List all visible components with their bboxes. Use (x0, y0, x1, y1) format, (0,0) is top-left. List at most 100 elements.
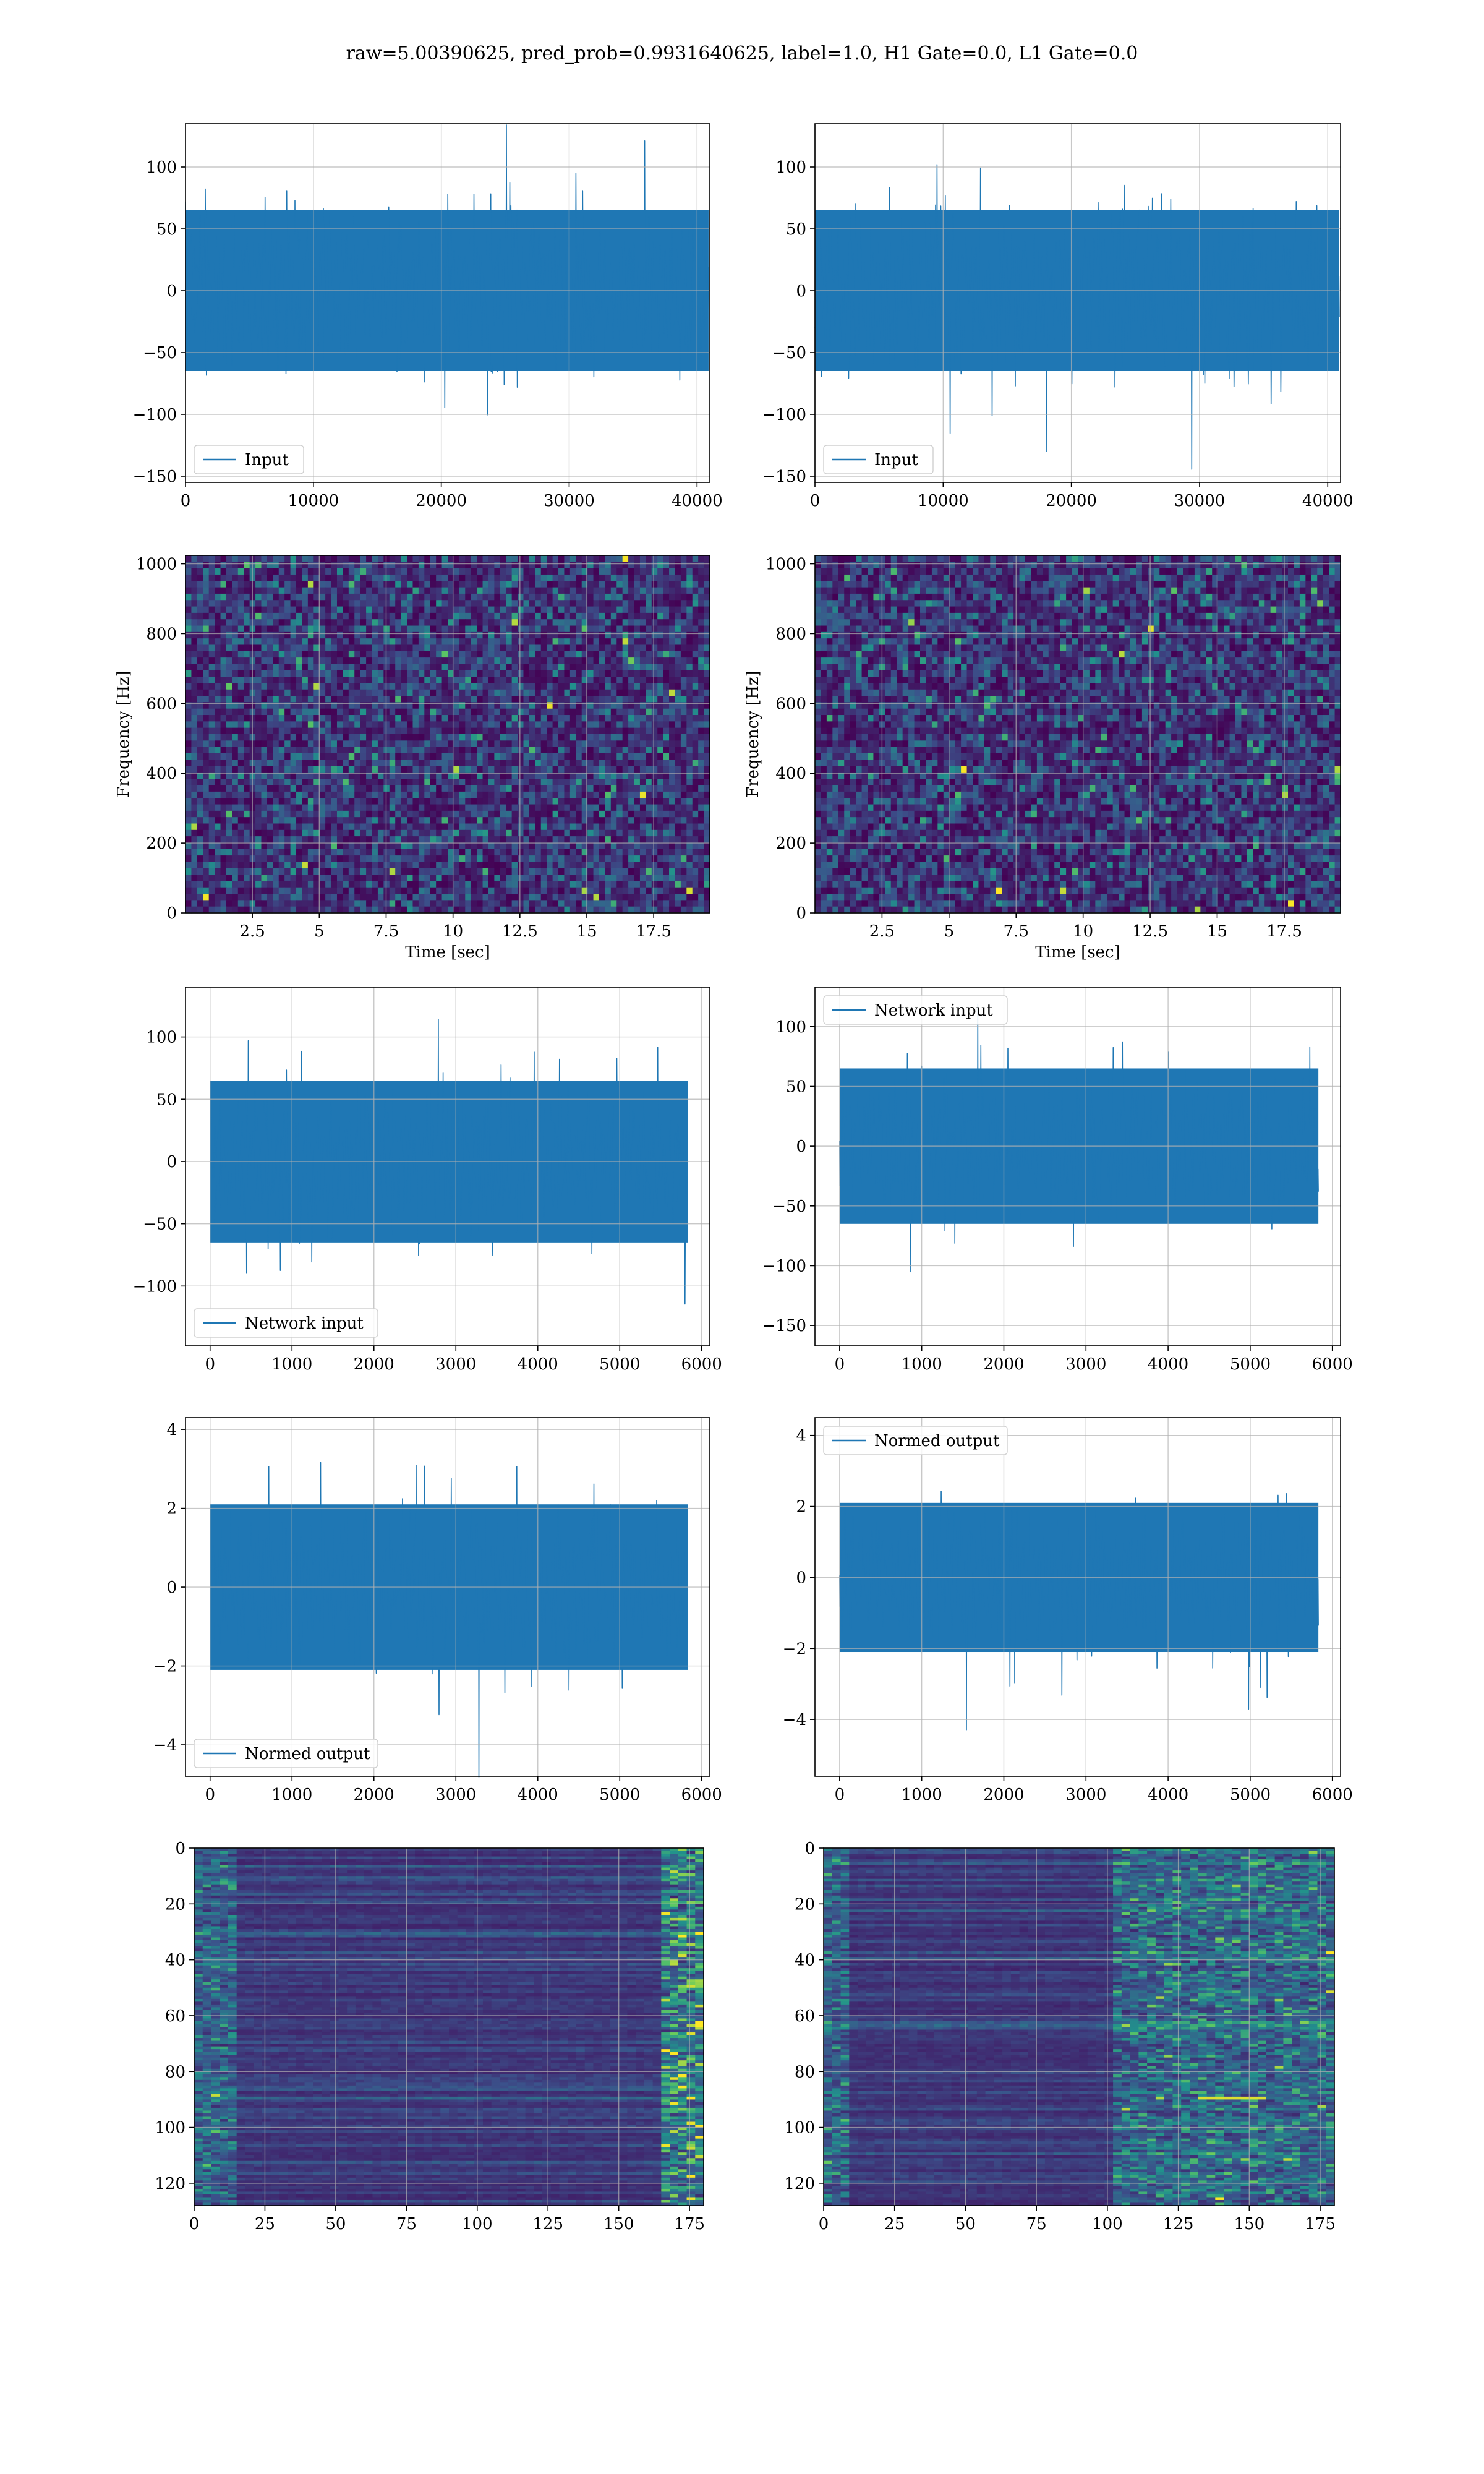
heat-cell (616, 613, 623, 620)
heat-cell (704, 613, 710, 620)
heat-cell (494, 785, 500, 792)
heat-cell (623, 690, 629, 696)
heat-cell (459, 881, 466, 888)
heat-cell (308, 594, 314, 601)
heat-cell (646, 817, 652, 824)
heat-cell (570, 881, 576, 888)
heat-cell (518, 670, 524, 677)
heat-cell (640, 836, 646, 843)
heat-cell (500, 785, 506, 792)
heat-cell (430, 575, 437, 581)
heat-cell (623, 798, 629, 805)
heat-cell (634, 619, 641, 626)
heat-cell (675, 811, 681, 818)
heat-cell (320, 555, 326, 562)
heat-cell (349, 696, 355, 703)
heat-cell (471, 849, 477, 856)
heat-cell (570, 588, 576, 594)
heat-cell (681, 849, 687, 856)
heat-cell (494, 594, 500, 601)
heat-cell (349, 645, 355, 652)
heat-cell (331, 805, 338, 811)
heat-cell (291, 696, 297, 703)
heat-cell (558, 836, 565, 843)
heat-cell (576, 811, 582, 818)
heat-cell (477, 581, 483, 588)
heat-cell (634, 842, 641, 849)
heat-cell (459, 766, 466, 773)
heat-cell (477, 868, 483, 875)
heat-cell (535, 875, 541, 881)
heat-cell (669, 824, 675, 831)
heat-cell (203, 696, 209, 703)
heat-cell (296, 888, 302, 894)
heat-cell (186, 811, 192, 818)
heat-cell (698, 670, 704, 677)
heat-cell (372, 824, 378, 831)
heat-cell (291, 792, 297, 798)
heat-cell (302, 638, 308, 645)
heat-cell (419, 581, 425, 588)
heat-cell (698, 798, 704, 805)
heat-cell (506, 664, 512, 670)
heat-cell (535, 888, 541, 894)
heat-cell (390, 842, 396, 849)
heat-cell (541, 664, 547, 670)
heat-cell (360, 594, 367, 601)
heat-cell (459, 785, 466, 792)
heat-cell (541, 690, 547, 696)
heat-cell (453, 862, 459, 868)
heat-cell (605, 875, 611, 881)
heat-cell (419, 632, 425, 639)
heat-cell (267, 638, 273, 645)
heat-cell (349, 849, 355, 856)
heat-cell (646, 842, 652, 849)
heat-cell (453, 868, 459, 875)
heat-cell (436, 613, 442, 620)
heat-cell (669, 594, 675, 601)
heat-cell (477, 836, 483, 843)
heat-cell (366, 594, 372, 601)
heat-cell (261, 836, 267, 843)
heat-cell (354, 670, 360, 677)
heat-cell (483, 568, 489, 575)
heat-cell (576, 798, 582, 805)
heat-cell (587, 894, 594, 901)
heat-cell (407, 888, 413, 894)
heat-cell (325, 664, 331, 670)
heat-cell (308, 842, 314, 849)
heat-cell (483, 607, 489, 614)
heat-cell (529, 670, 535, 677)
heat-cell (623, 760, 629, 766)
heat-cell (424, 817, 430, 824)
heat-cell (605, 760, 611, 766)
heat-cell (366, 638, 372, 645)
heat-cell (471, 817, 477, 824)
heat-cell (616, 894, 623, 901)
heat-cell (669, 683, 675, 690)
heat-cell (535, 555, 541, 562)
heat-cell (244, 677, 250, 683)
heat-cell (675, 562, 681, 568)
heat-cell (646, 760, 652, 766)
heat-cell (430, 894, 437, 901)
heat-cell (704, 842, 710, 849)
heat-cell (296, 875, 302, 881)
heat-cell (354, 753, 360, 760)
heat-cell (646, 779, 652, 785)
heat-cell (500, 747, 506, 754)
heat-cell (383, 817, 390, 824)
heat-cell (547, 888, 553, 894)
heat-cell (442, 785, 448, 792)
heat-cell (424, 690, 430, 696)
heat-cell (465, 715, 471, 722)
heat-cell (244, 619, 250, 626)
heat-cell (634, 555, 641, 562)
heat-cell (657, 805, 663, 811)
heat-cell (459, 645, 466, 652)
heat-cell (529, 588, 535, 594)
heat-cell (279, 862, 285, 868)
heat-cell (599, 632, 605, 639)
heat-cell (442, 805, 448, 811)
heat-cell (226, 555, 232, 562)
